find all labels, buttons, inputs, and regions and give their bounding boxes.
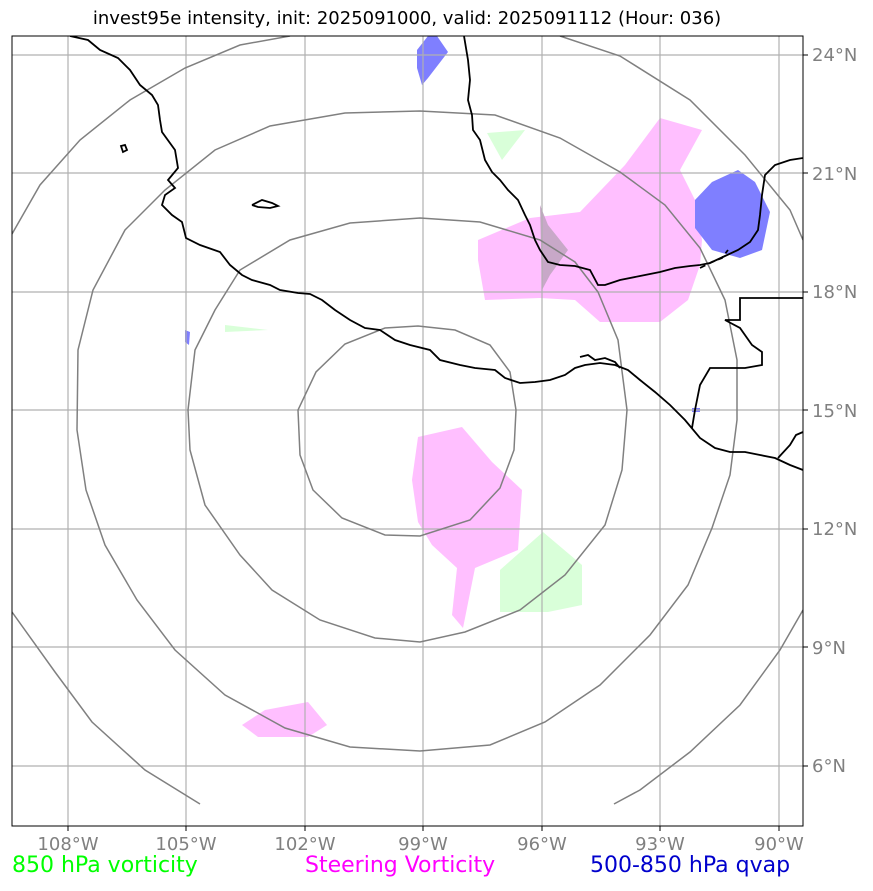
range-ring-4-north [12, 36, 291, 235]
lon-label-102: 102°W [274, 834, 335, 855]
lon-label-105: 105°W [155, 834, 216, 855]
lon-label-90: 90°W [754, 834, 804, 855]
legend-steering-vorticity: Steering Vorticity [305, 853, 496, 878]
range-ring-4-southeast [613, 609, 803, 805]
longitude-labels: 108°W 105°W 102°W 99°W 96°W 93°W 90°W [37, 834, 804, 855]
legend-qvap: 500-850 hPa qvap [590, 853, 791, 878]
vorticity-850-fields [225, 130, 582, 612]
legend-850-vorticity: 850 hPa vorticity [12, 853, 198, 878]
lat-label-18: 18°N [812, 282, 857, 303]
lat-label-9: 9°N [812, 638, 846, 659]
vorticity-850-blob-southeast [500, 532, 582, 612]
tick-marks [67, 54, 808, 831]
map-title: invest95e intensity, init: 2025091000, v… [92, 8, 722, 29]
island-marias-1 [119, 143, 129, 154]
steering-vorticity-fields [242, 118, 702, 737]
lon-label-96: 96°W [517, 834, 567, 855]
coastline-gulf-small [579, 354, 621, 369]
island-revillagigedo [251, 199, 281, 209]
lat-label-15: 15°N [812, 401, 857, 422]
qvap-blob-north [417, 36, 448, 85]
lon-label-99: 99°W [398, 834, 448, 855]
range-ring-3 [76, 110, 738, 752]
qvap-blob-east [695, 170, 770, 258]
range-ring-2 [187, 217, 628, 643]
range-ring-4 [12, 611, 201, 805]
coastlines [69, 36, 803, 471]
steering-vorticity-blob-center [412, 427, 522, 628]
vorticity-850-blob-west [225, 325, 268, 332]
map-frame [11, 35, 804, 827]
vorticity-850-blob-north [487, 130, 525, 160]
range-ring-4-northeast [559, 36, 803, 241]
steering-vorticity-blob-southwest [242, 702, 327, 737]
lat-label-12: 12°N [812, 519, 857, 540]
lat-label-24: 24°N [812, 45, 857, 66]
latitude-labels: 24°N 21°N 18°N 15°N 12°N 9°N 6°N [812, 45, 857, 777]
coastline-gulf-mexico [463, 36, 803, 286]
lat-label-6: 6°N [812, 756, 846, 777]
range-ring-1 [297, 325, 517, 537]
coastline-honduras [777, 431, 803, 459]
gridlines [12, 36, 803, 826]
vorticity-850-overlap [540, 205, 568, 290]
steering-vorticity-blob-gulf [478, 118, 702, 322]
range-rings [12, 36, 803, 805]
border-guatemala [691, 297, 803, 429]
coastline-pacific-mexico [69, 36, 803, 471]
lon-label-108: 108°W [37, 834, 98, 855]
lat-label-21: 21°N [812, 164, 857, 185]
lon-label-93: 93°W [635, 834, 685, 855]
